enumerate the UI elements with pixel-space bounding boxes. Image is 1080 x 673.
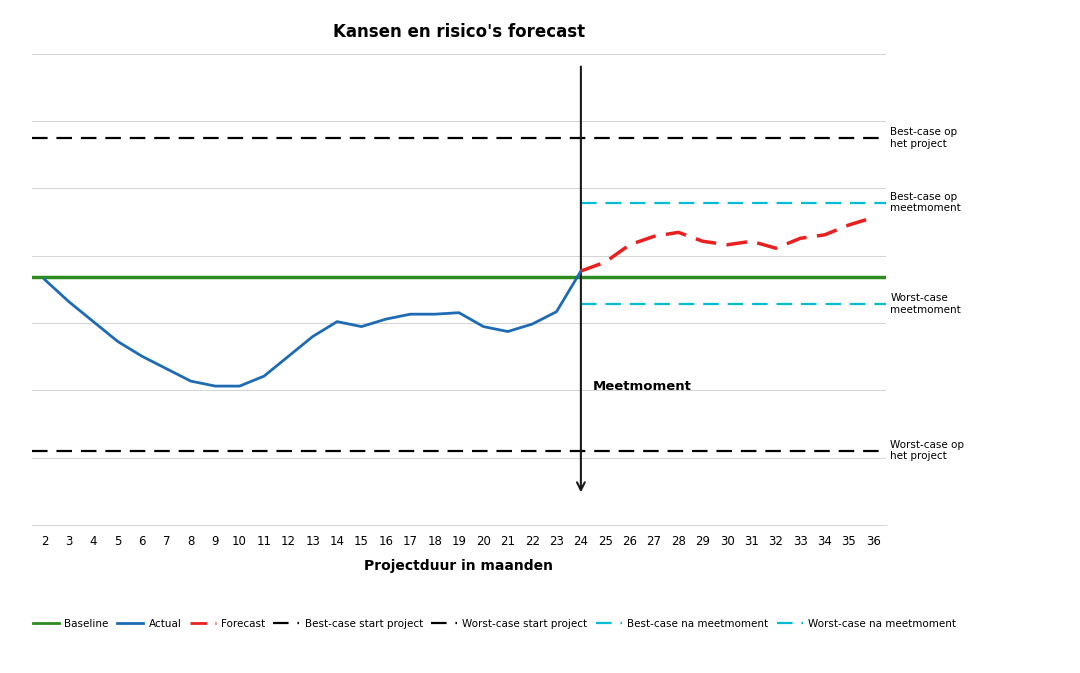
- Title: Kansen en risico's forecast: Kansen en risico's forecast: [333, 23, 585, 41]
- Legend: Baseline, Actual, Forecast, Best-case start project, Worst-case start project, B: Baseline, Actual, Forecast, Best-case st…: [29, 615, 960, 633]
- Text: Best-case op
meetmoment: Best-case op meetmoment: [891, 192, 961, 213]
- Text: Best-case op
het project: Best-case op het project: [891, 127, 958, 149]
- Text: Worst-case
meetmoment: Worst-case meetmoment: [891, 293, 961, 315]
- Text: Worst-case op
het project: Worst-case op het project: [891, 439, 964, 462]
- X-axis label: Projectduur in maanden: Projectduur in maanden: [364, 559, 554, 573]
- Text: Meetmoment: Meetmoment: [593, 380, 692, 392]
